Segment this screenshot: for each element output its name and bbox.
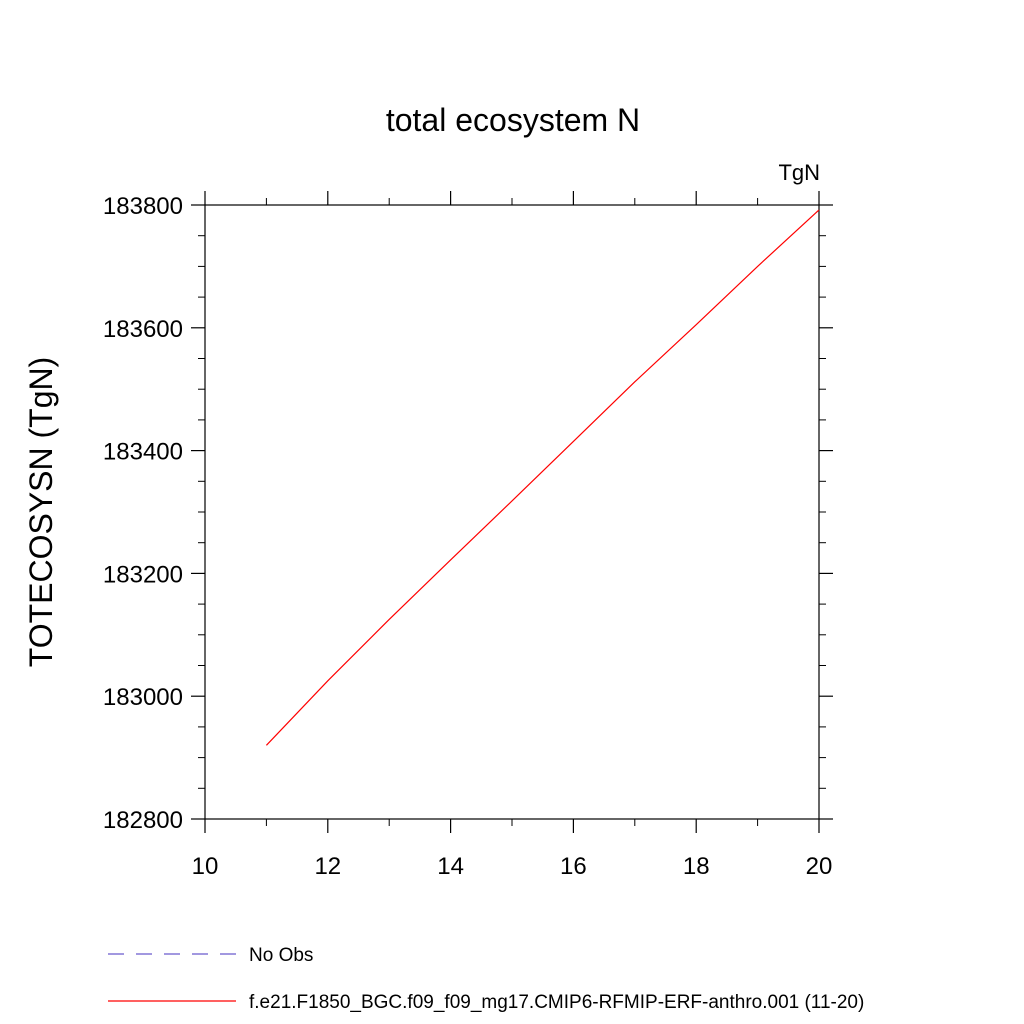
series-line-1 [265, 209, 820, 746]
y-tick-label: 183400 [103, 439, 183, 466]
series-lines [265, 209, 820, 746]
axis-ticks [191, 191, 833, 833]
y-tick-label: 183600 [103, 316, 183, 343]
legend: No Obs f.e21.F1850_BGC.f09_f09_mg17.CMIP6… [108, 945, 864, 1013]
x-tick-label: 18 [683, 853, 710, 880]
x-tick-label: 10 [192, 853, 219, 880]
y-tick-label: 183800 [103, 193, 183, 220]
legend-label-0: No Obs [249, 945, 313, 966]
x-tick-label: 14 [437, 853, 464, 880]
units-label: TgN [778, 160, 820, 185]
y-axis-label: TOTECOSYSN (TgN) [23, 357, 59, 668]
x-tick-label: 12 [314, 853, 341, 880]
x-tick-label: 16 [560, 853, 587, 880]
x-tick-label: 20 [806, 853, 833, 880]
plot-frame [204, 204, 820, 820]
y-tick-label: 182800 [103, 807, 183, 834]
legend-label-1: f.e21.F1850_BGC.f09_f09_mg17.CMIP6-RFMIP… [249, 992, 864, 1013]
chart-title: total ecosystem N [386, 102, 640, 138]
y-tick-label: 183000 [103, 684, 183, 711]
y-tick-label: 183200 [103, 561, 183, 588]
axis-tick-labels: 10 12 14 16 18 20 182800 183000 183200 183400 1836… [103, 193, 832, 880]
